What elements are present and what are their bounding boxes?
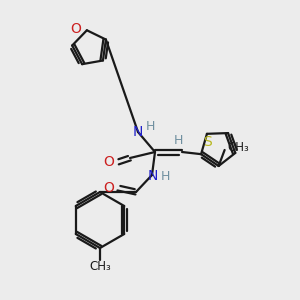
Text: H: H bbox=[173, 134, 183, 146]
Text: O: O bbox=[103, 155, 114, 169]
Text: N: N bbox=[133, 125, 143, 139]
Text: CH₃: CH₃ bbox=[89, 260, 111, 274]
Text: O: O bbox=[70, 22, 81, 36]
Text: CH₃: CH₃ bbox=[228, 142, 250, 154]
Text: N: N bbox=[148, 169, 158, 183]
Text: H: H bbox=[160, 169, 170, 182]
Text: S: S bbox=[203, 135, 212, 149]
Text: O: O bbox=[103, 181, 114, 195]
Text: H: H bbox=[145, 119, 155, 133]
